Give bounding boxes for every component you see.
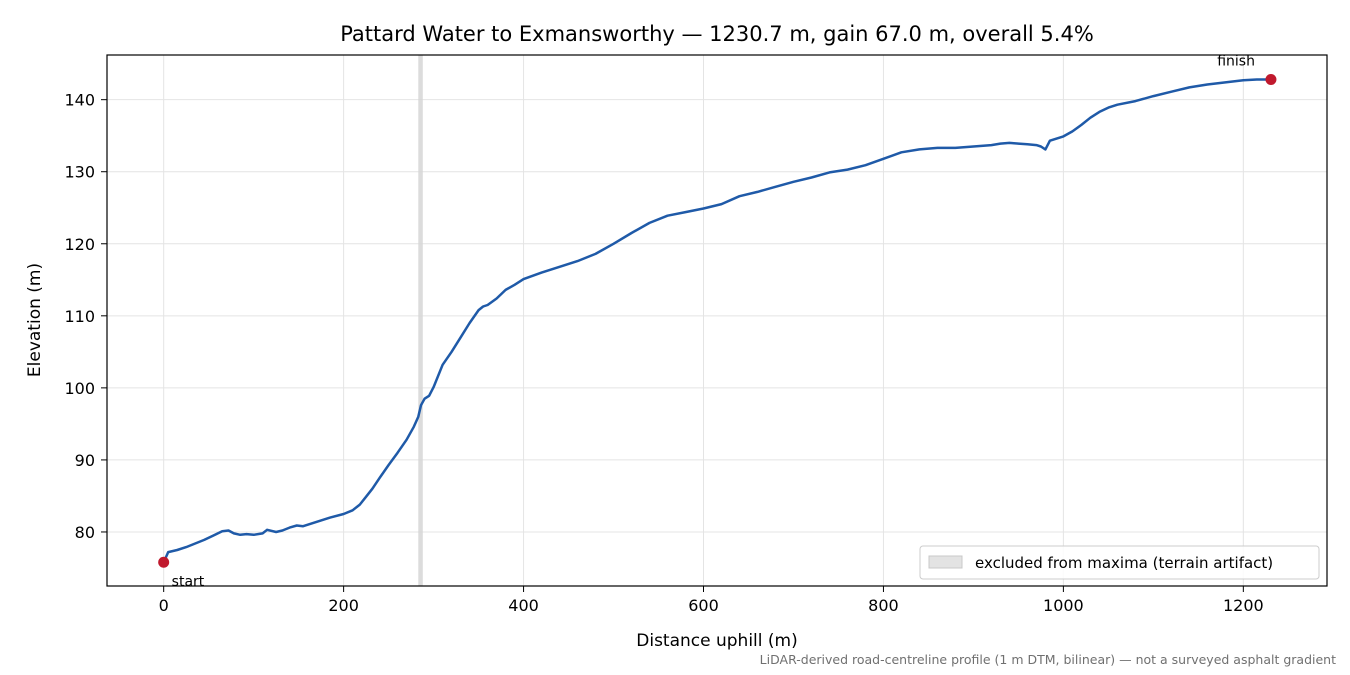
marker-label-finish: finish	[1217, 53, 1255, 69]
chart-title: Pattard Water to Exmansworthy — 1230.7 m…	[340, 22, 1094, 46]
legend-box	[919, 545, 1320, 580]
legend: excluded from maxima (terrain artifact)	[919, 545, 1320, 580]
x-tick-label: 1200	[1223, 596, 1264, 615]
marker-finish	[1265, 73, 1277, 85]
footnote: LiDAR-derived road-centreline profile (1…	[760, 652, 1336, 667]
y-tick-label: 130	[64, 163, 95, 182]
x-tick-label: 600	[688, 596, 719, 615]
y-tick-label: 100	[64, 379, 95, 398]
x-tick-label: 0	[159, 596, 169, 615]
x-tick-label: 1000	[1043, 596, 1084, 615]
marker-label-start: start	[172, 574, 205, 590]
excluded-band	[418, 55, 423, 586]
x-tick-label: 200	[328, 596, 359, 615]
y-tick-label: 120	[64, 235, 95, 254]
x-tick-label: 400	[508, 596, 539, 615]
y-tick-label: 110	[64, 307, 95, 326]
x-axis-ticks: 0 200 400 600 800 1000 1200	[159, 586, 1264, 615]
grid-layer	[107, 55, 1327, 586]
y-tick-label: 90	[75, 451, 95, 470]
y-axis-title: Elevation (m)	[25, 263, 45, 377]
x-axis-title: Distance uphill (m)	[636, 631, 797, 651]
excluded-band-layer	[418, 55, 423, 586]
series-layer	[162, 78, 1273, 564]
y-tick-label: 140	[64, 91, 95, 110]
y-tick-label: 80	[75, 523, 95, 542]
x-tick-label: 800	[868, 596, 899, 615]
marker-start	[158, 556, 170, 568]
legend-label-excluded: excluded from maxima (terrain artifact)	[975, 554, 1273, 572]
elevation-series-line	[162, 78, 1273, 564]
y-axis-ticks: 80 90 100 110 120 130 140	[64, 91, 107, 542]
legend-swatch-excluded	[928, 555, 963, 569]
plot-frame	[106, 54, 1328, 587]
